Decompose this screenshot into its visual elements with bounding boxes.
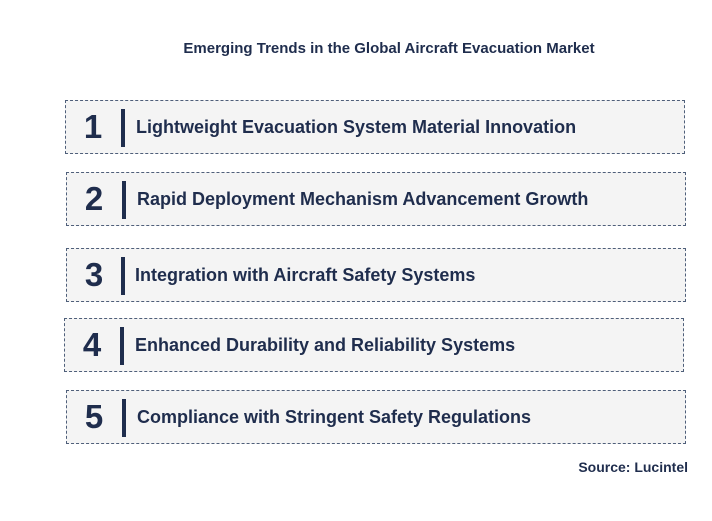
trend-number: 5 bbox=[84, 398, 104, 435]
trend-divider bbox=[120, 327, 124, 365]
trend-divider bbox=[121, 109, 125, 147]
trend-divider bbox=[122, 399, 126, 437]
trend-label: Integration with Aircraft Safety Systems bbox=[135, 264, 476, 285]
trend-divider bbox=[122, 181, 126, 219]
trend-number: 1 bbox=[83, 108, 103, 145]
trend-label: Rapid Deployment Mechanism Advancement G… bbox=[137, 188, 589, 209]
trend-item-1: 1 Lightweight Evacuation System Material… bbox=[65, 100, 685, 154]
source-note: Source: Lucintel bbox=[578, 459, 688, 475]
trend-divider bbox=[121, 257, 125, 295]
trend-item-5: 5 Compliance with Stringent Safety Regul… bbox=[66, 390, 686, 444]
trend-item-2: 2 Rapid Deployment Mechanism Advancement… bbox=[66, 172, 686, 226]
diagram-title: Emerging Trends in the Global Aircraft E… bbox=[183, 40, 595, 57]
trend-item-3: 3 Integration with Aircraft Safety Syste… bbox=[66, 248, 686, 302]
trend-label: Lightweight Evacuation System Material I… bbox=[136, 116, 577, 137]
trend-label: Compliance with Stringent Safety Regulat… bbox=[137, 406, 532, 427]
trend-number: 2 bbox=[84, 180, 104, 217]
trend-item-4: 4 Enhanced Durability and Reliability Sy… bbox=[64, 318, 684, 372]
trend-number: 4 bbox=[82, 326, 102, 363]
trend-label: Enhanced Durability and Reliability Syst… bbox=[135, 334, 516, 355]
trend-number: 3 bbox=[84, 256, 104, 293]
